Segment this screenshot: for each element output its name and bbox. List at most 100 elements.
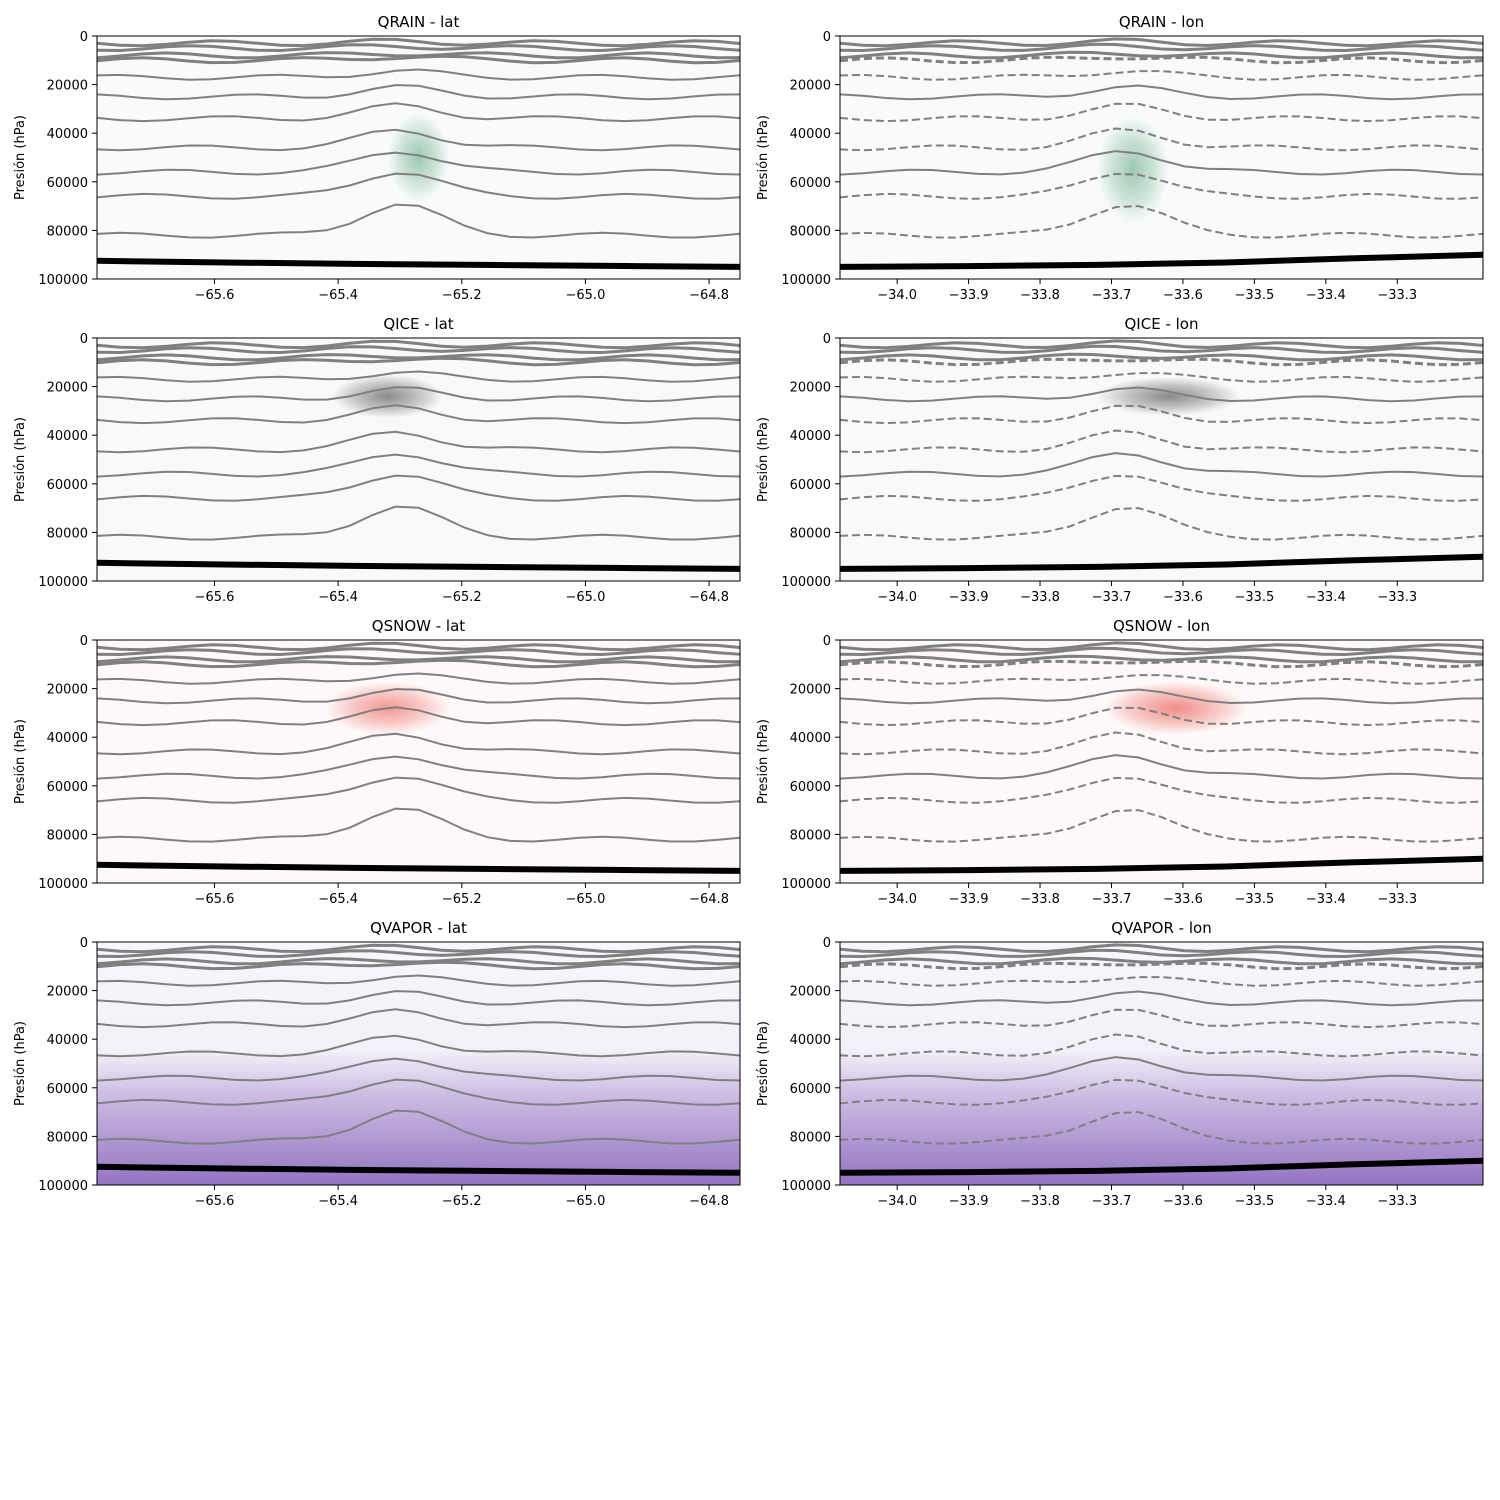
y-tick-label: 60000 — [790, 1082, 831, 1097]
isoline — [840, 1033, 1483, 1058]
x-tick-label: −33.3 — [1377, 288, 1417, 303]
x-tick-label: −33.8 — [1020, 892, 1060, 907]
panel-qrain-lat: QRAIN - lat −65.6 −65.4 −65.2 −65.0 −64.8 0 200… — [13, 13, 741, 303]
y-tick-label: 40000 — [47, 731, 88, 746]
isoline — [97, 1057, 740, 1082]
y-tick-label: 0 — [823, 936, 831, 951]
isoline — [97, 1034, 740, 1058]
isoline — [97, 430, 740, 454]
x-tick-label: −33.5 — [1234, 590, 1274, 605]
isoline — [840, 990, 1483, 1007]
isoline — [97, 807, 740, 843]
y-tick-label: 40000 — [790, 127, 831, 142]
isoline — [97, 672, 740, 685]
y-tick-label: 60000 — [47, 176, 88, 191]
axes-frame — [839, 35, 1484, 280]
isoline — [840, 641, 1483, 652]
surface-line — [97, 861, 740, 874]
x-tick-label: −65.2 — [442, 1194, 482, 1209]
isoline — [97, 943, 740, 954]
isoline — [840, 948, 1483, 959]
isoline — [840, 1111, 1483, 1145]
isoline — [840, 150, 1483, 176]
x-tick-label: −65.6 — [195, 1194, 235, 1209]
y-tick-label: 80000 — [790, 828, 831, 843]
isoline — [840, 507, 1483, 541]
y-tick-label: 20000 — [790, 985, 831, 1000]
isoline — [840, 352, 1483, 362]
isoline — [840, 474, 1483, 502]
isoline — [840, 776, 1483, 804]
isoline — [97, 172, 740, 200]
x-tick-label: −65.4 — [318, 892, 358, 907]
panel-title: QSNOW - lon — [1113, 617, 1210, 635]
y-axis-label: Presión (hPa) — [13, 719, 28, 804]
isoline — [97, 128, 740, 152]
y-tick-label: 40000 — [47, 429, 88, 444]
x-tick-label: −33.7 — [1092, 288, 1132, 303]
surface-line — [840, 251, 1483, 270]
isoline — [97, 370, 740, 383]
isoline — [840, 102, 1483, 123]
y-tick-label: 0 — [80, 936, 88, 951]
y-tick-label: 60000 — [790, 176, 831, 191]
field-background — [97, 338, 740, 581]
hydrometeor-maximum — [1104, 681, 1248, 735]
y-tick-label: 100000 — [38, 575, 88, 590]
hydrometeor-maximum — [1097, 376, 1241, 416]
isoline — [97, 688, 740, 705]
x-tick-label: −65.2 — [442, 288, 482, 303]
surface-line — [840, 553, 1483, 572]
y-tick-label: 0 — [823, 30, 831, 45]
plot-area — [97, 641, 740, 874]
isoline — [840, 386, 1483, 403]
isoline — [840, 654, 1483, 664]
x-tick-label: −33.5 — [1234, 288, 1274, 303]
y-axis-label: Presión (hPa) — [756, 719, 771, 804]
panel-title: QICE - lon — [1125, 315, 1199, 333]
x-tick-label: −65.0 — [566, 1194, 606, 1209]
y-tick-label: 0 — [80, 634, 88, 649]
x-tick-label: −33.3 — [1377, 892, 1417, 907]
x-tick-label: −33.9 — [949, 1194, 989, 1209]
x-tick-label: −33.3 — [1377, 590, 1417, 605]
x-tick-label: −65.0 — [566, 892, 606, 907]
y-tick-label: 60000 — [47, 478, 88, 493]
x-tick-label: −64.8 — [689, 288, 729, 303]
surface-line — [97, 257, 740, 270]
x-tick-label: −33.4 — [1306, 590, 1346, 605]
isoline — [840, 706, 1483, 727]
y-tick-label: 40000 — [790, 731, 831, 746]
isoline — [97, 949, 740, 959]
isoline — [97, 755, 740, 780]
field-background — [840, 338, 1483, 581]
isoline — [840, 172, 1483, 200]
surface-line — [97, 559, 740, 572]
panel-qsnow-lat: QSNOW - lat −65.6 −65.4 −65.2 −65.0 −64.8 0 200… — [13, 617, 741, 907]
surface-line — [97, 1163, 740, 1176]
isoline — [840, 344, 1483, 355]
x-tick-label: −33.8 — [1020, 1194, 1060, 1209]
isoline — [97, 203, 740, 239]
plot-area — [840, 641, 1483, 874]
x-tick-label: −64.8 — [689, 590, 729, 605]
axes-frame — [839, 337, 1484, 582]
isoline — [97, 1078, 740, 1106]
panel-qrain-lon: QRAIN - lon −34.0 −33.9 −33.8 −33.7 −33.6 −33.… — [756, 13, 1484, 303]
isoline — [97, 453, 740, 478]
y-tick-label: 100000 — [781, 575, 831, 590]
isoline — [840, 84, 1483, 101]
x-tick-label: −33.8 — [1020, 288, 1060, 303]
isoline — [840, 42, 1483, 53]
isoline — [97, 990, 740, 1007]
isoline — [97, 151, 740, 176]
vapor-field — [840, 942, 1483, 1185]
isoline — [840, 127, 1483, 152]
x-tick-label: −34.0 — [877, 288, 917, 303]
y-tick-label: 20000 — [47, 381, 88, 396]
y-tick-label: 60000 — [790, 780, 831, 795]
y-tick-label: 80000 — [47, 1130, 88, 1145]
panel-qice-lon: QICE - lon −34.0 −33.9 −33.8 −33.7 −33.6 −33.5… — [756, 315, 1484, 605]
isoline — [97, 102, 740, 123]
